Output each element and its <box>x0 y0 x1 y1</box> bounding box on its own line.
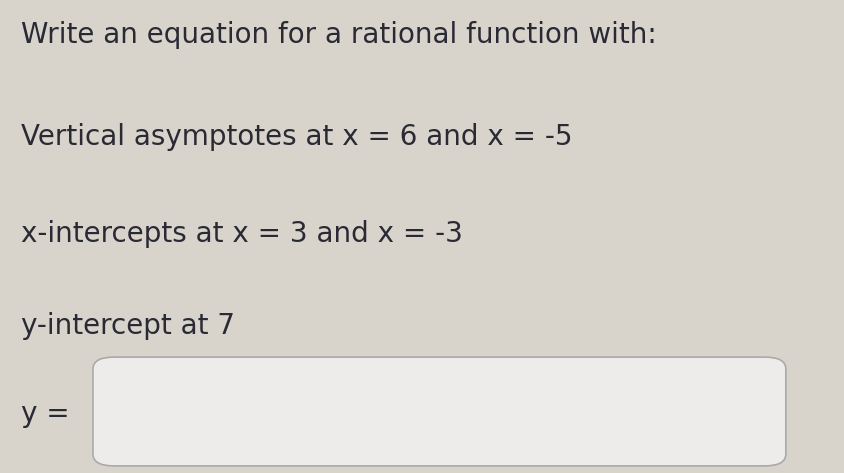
Text: Write an equation for a rational function with:: Write an equation for a rational functio… <box>21 21 656 49</box>
Text: y =: y = <box>21 400 70 428</box>
FancyBboxPatch shape <box>93 357 785 466</box>
Text: Vertical asymptotes at x = 6 and x = -5: Vertical asymptotes at x = 6 and x = -5 <box>21 123 572 151</box>
Text: y-intercept at 7: y-intercept at 7 <box>21 312 235 340</box>
Text: x-intercepts at x = 3 and x = -3: x-intercepts at x = 3 and x = -3 <box>21 220 463 248</box>
